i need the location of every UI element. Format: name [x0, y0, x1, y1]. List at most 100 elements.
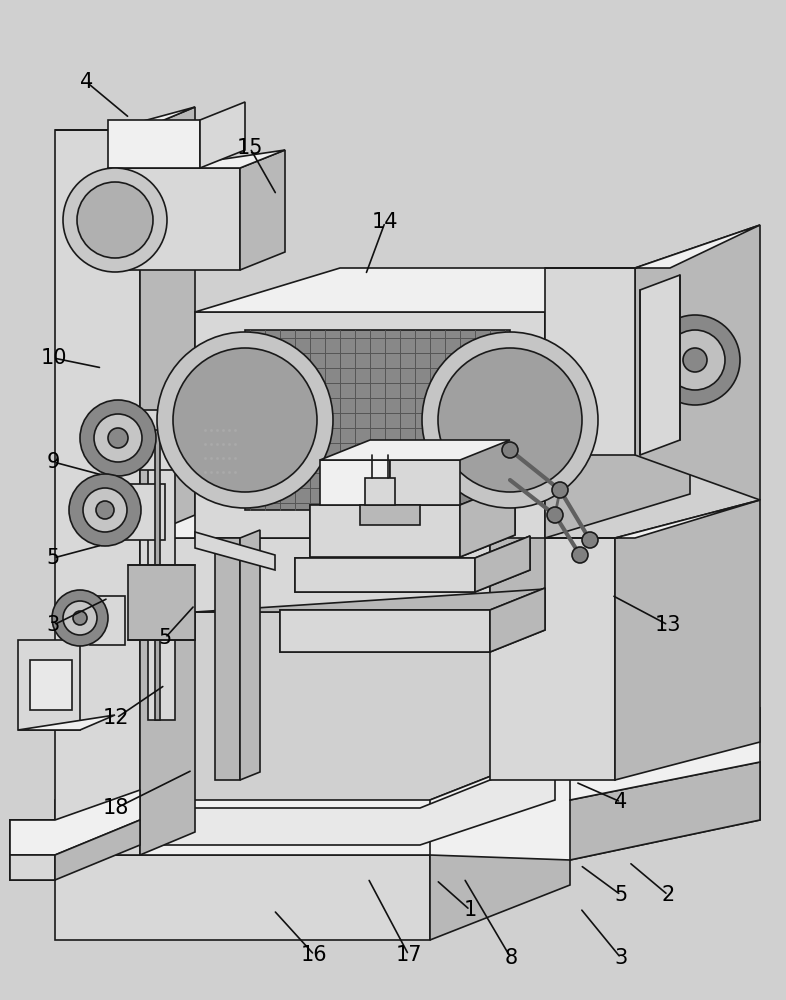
Polygon shape [295, 558, 475, 592]
Text: 9: 9 [46, 452, 61, 472]
Circle shape [173, 348, 317, 492]
Polygon shape [430, 745, 760, 860]
Text: 8: 8 [505, 948, 517, 968]
Text: 5: 5 [47, 548, 60, 568]
Polygon shape [55, 130, 140, 855]
Text: 13: 13 [655, 615, 681, 635]
Polygon shape [30, 660, 72, 710]
Polygon shape [490, 538, 615, 780]
Circle shape [552, 482, 568, 498]
Circle shape [96, 501, 114, 519]
Polygon shape [640, 275, 680, 455]
Polygon shape [365, 478, 395, 505]
Polygon shape [280, 610, 490, 652]
Circle shape [502, 442, 518, 458]
Polygon shape [140, 589, 545, 612]
Polygon shape [320, 440, 510, 460]
Text: 18: 18 [103, 798, 130, 818]
Polygon shape [635, 225, 760, 500]
Polygon shape [490, 588, 545, 652]
Polygon shape [570, 708, 760, 800]
Polygon shape [155, 430, 160, 720]
Text: 5: 5 [615, 885, 627, 905]
Polygon shape [18, 640, 80, 730]
Text: 10: 10 [40, 348, 67, 368]
Circle shape [422, 332, 598, 508]
Text: 14: 14 [372, 212, 399, 232]
Polygon shape [430, 800, 570, 940]
Polygon shape [490, 515, 545, 612]
Circle shape [572, 547, 588, 563]
Circle shape [77, 182, 153, 258]
Polygon shape [545, 268, 635, 455]
Polygon shape [10, 855, 55, 880]
Polygon shape [195, 532, 275, 570]
Circle shape [80, 400, 156, 476]
Text: 4: 4 [80, 72, 93, 92]
Polygon shape [148, 430, 175, 720]
Polygon shape [245, 330, 510, 510]
Polygon shape [90, 596, 125, 645]
Text: 5: 5 [159, 628, 171, 648]
Text: 3: 3 [47, 615, 60, 635]
Text: 17: 17 [395, 945, 422, 965]
Text: 4: 4 [615, 792, 627, 812]
Circle shape [83, 488, 127, 532]
Polygon shape [570, 762, 760, 860]
Polygon shape [140, 107, 195, 855]
Polygon shape [10, 820, 55, 880]
Polygon shape [108, 150, 285, 168]
Circle shape [63, 601, 97, 635]
Polygon shape [18, 715, 115, 730]
Polygon shape [108, 120, 200, 168]
Circle shape [52, 590, 108, 646]
Circle shape [582, 532, 598, 548]
Polygon shape [10, 820, 55, 880]
Polygon shape [320, 460, 390, 505]
Polygon shape [360, 505, 420, 525]
Polygon shape [195, 312, 545, 538]
Polygon shape [215, 538, 240, 780]
Circle shape [547, 507, 563, 523]
Polygon shape [240, 150, 285, 270]
Polygon shape [195, 268, 690, 312]
Polygon shape [55, 855, 430, 940]
Polygon shape [195, 420, 245, 490]
Polygon shape [240, 530, 260, 780]
Polygon shape [128, 565, 195, 640]
Polygon shape [55, 820, 140, 880]
Circle shape [108, 428, 128, 448]
Polygon shape [545, 268, 690, 538]
Text: 3: 3 [615, 948, 627, 968]
Polygon shape [55, 107, 195, 130]
Circle shape [665, 330, 725, 390]
Text: 16: 16 [301, 945, 328, 965]
Polygon shape [390, 460, 460, 505]
Polygon shape [75, 754, 555, 845]
Polygon shape [310, 505, 460, 557]
Polygon shape [55, 745, 570, 855]
Polygon shape [140, 538, 490, 612]
Polygon shape [108, 168, 240, 270]
Polygon shape [295, 536, 530, 592]
Polygon shape [615, 500, 760, 780]
Circle shape [73, 611, 87, 625]
Polygon shape [475, 536, 530, 592]
Text: 1: 1 [464, 900, 476, 920]
Circle shape [63, 168, 167, 272]
Text: 2: 2 [662, 885, 674, 905]
Polygon shape [140, 515, 545, 538]
Circle shape [650, 315, 740, 405]
Polygon shape [140, 410, 180, 470]
Text: 12: 12 [103, 708, 130, 728]
Polygon shape [280, 588, 545, 652]
Circle shape [683, 348, 707, 372]
Polygon shape [200, 102, 245, 168]
Circle shape [69, 474, 141, 546]
Polygon shape [545, 225, 760, 268]
Polygon shape [460, 483, 515, 557]
Polygon shape [10, 790, 140, 855]
Polygon shape [125, 484, 165, 540]
Text: 15: 15 [237, 138, 263, 158]
Polygon shape [310, 483, 515, 557]
